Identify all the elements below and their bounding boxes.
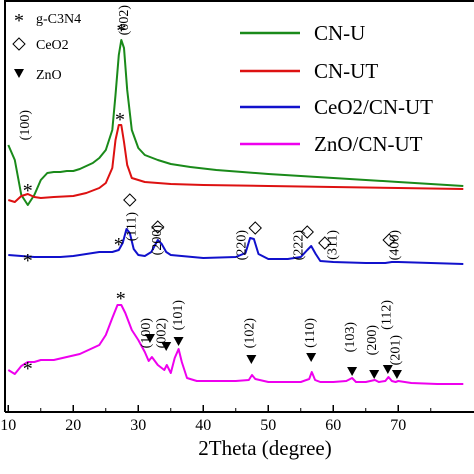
x-tick-label-0: 10 — [0, 417, 16, 434]
key-label-0: g-C3N4 — [36, 12, 81, 27]
peak-label-5: (222) — [292, 230, 307, 261]
peak-label-9: (002) — [155, 318, 170, 349]
peak-label-16: (201) — [389, 335, 404, 366]
ceo2-marker-9 — [318, 236, 332, 250]
x-axis-title: 2Theta (degree) — [198, 436, 332, 460]
peak-label-11: (102) — [242, 318, 257, 349]
series-line-2 — [8, 228, 464, 265]
x-tick-label-4: 50 — [260, 417, 276, 434]
peak-label-15: (112) — [379, 300, 394, 330]
gcn-marker-3: * — [23, 250, 33, 272]
x-tick-label-5: 60 — [325, 417, 341, 434]
legend-label-2: CeO2/CN-UT — [314, 95, 433, 119]
ceo2-marker-5 — [123, 193, 137, 207]
key-zno-symbol — [14, 69, 24, 78]
ceo2-marker-6 — [151, 220, 165, 234]
x-tick-label-3: 40 — [195, 417, 211, 434]
phase-key: * g-C3N4 CeO2 ZnO — [12, 10, 81, 83]
zno-marker-14 — [161, 342, 172, 351]
zno-marker-20 — [382, 365, 393, 374]
peak-label-6: (311) — [326, 230, 341, 260]
peak-label-13: (103) — [343, 322, 358, 353]
peak-label-10: (101) — [171, 300, 186, 331]
peak-label-2: (111) — [125, 212, 140, 242]
zno-marker-13 — [144, 334, 155, 343]
legend-label-3: ZnO/CN-UT — [314, 132, 423, 156]
key-label-2: ZnO — [36, 68, 62, 83]
peak-label-4: (220) — [235, 230, 250, 261]
x-tick-label-2: 30 — [130, 417, 146, 434]
key-ceo2-symbol — [12, 37, 26, 51]
axes: 10 20 30 40 50 60 70 — [0, 0, 474, 434]
gcn-marker-1: * — [23, 180, 33, 202]
zno-marker-18 — [347, 367, 358, 376]
gcn-marker-0: * — [116, 20, 126, 42]
series-line-3 — [7, 304, 464, 385]
key-label-1: CeO2 — [36, 38, 69, 53]
peak-label-1: (100) — [18, 110, 33, 141]
ceo2-marker-10 — [382, 233, 396, 247]
zno-marker-16 — [246, 355, 257, 364]
legend: CN-U CN-UT CeO2/CN-UT ZnO/CN-UT — [240, 21, 433, 156]
peak-label-14: (200) — [365, 325, 380, 356]
zno-marker-17 — [306, 353, 317, 362]
series-lines — [7, 39, 464, 385]
series-line-0 — [7, 39, 464, 206]
gcn-marker-4: * — [114, 234, 124, 256]
key-gcn-symbol: * — [14, 10, 24, 32]
ceo2-marker-7 — [248, 221, 262, 235]
peak-markers: * * * * * * * — [23, 20, 402, 380]
zno-marker-21 — [391, 370, 402, 379]
x-tick-label-1: 20 — [65, 417, 81, 434]
gcn-marker-2: * — [115, 109, 125, 131]
peak-label-7: (400) — [387, 230, 402, 261]
legend-label-1: CN-UT — [314, 59, 378, 83]
zno-marker-19 — [369, 370, 380, 379]
x-tick-label-6: 70 — [390, 417, 406, 434]
peak-annotations: (002)(100)(111) (200) (220) (222) (311) (400)… — [18, 5, 404, 366]
peak-label-0: (002) — [117, 5, 132, 36]
ceo2-marker-8 — [300, 225, 314, 239]
peak-label-8: (100) — [139, 318, 154, 349]
legend-label-0: CN-U — [314, 21, 365, 45]
zno-marker-15 — [173, 337, 184, 346]
peak-label-12: (110) — [303, 318, 318, 348]
gcn-marker-12: * — [116, 288, 126, 310]
peak-label-3: (200) — [150, 225, 165, 256]
gcn-marker-11: * — [23, 358, 33, 380]
series-line-1 — [8, 124, 464, 203]
